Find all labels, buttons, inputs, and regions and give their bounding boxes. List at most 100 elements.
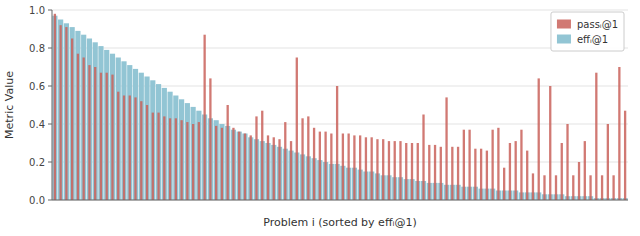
bar bbox=[612, 175, 614, 200]
bar bbox=[144, 77, 149, 201]
bar bbox=[104, 50, 109, 200]
bar bbox=[162, 88, 167, 200]
bar bbox=[219, 124, 224, 200]
tick-label: 0.6 bbox=[29, 81, 45, 92]
bar-series bbox=[52, 16, 627, 200]
bar bbox=[106, 73, 108, 200]
bar bbox=[186, 122, 188, 200]
bar bbox=[167, 92, 172, 200]
bar bbox=[543, 175, 545, 200]
bar bbox=[532, 173, 534, 200]
grid-line bbox=[52, 10, 628, 11]
bar bbox=[110, 54, 115, 200]
bar bbox=[324, 132, 326, 200]
bar bbox=[157, 113, 159, 200]
bar bbox=[595, 73, 597, 200]
bar bbox=[209, 78, 211, 200]
bar bbox=[215, 126, 217, 200]
bar bbox=[278, 139, 280, 200]
bar bbox=[480, 149, 482, 200]
bar bbox=[198, 122, 200, 200]
bar bbox=[192, 124, 194, 200]
tick-label: 1.0 bbox=[29, 5, 45, 16]
tick-label: 0.4 bbox=[29, 119, 45, 130]
bar bbox=[169, 118, 171, 200]
bar bbox=[371, 137, 373, 200]
bar bbox=[98, 46, 103, 200]
bar bbox=[474, 149, 476, 200]
bar bbox=[173, 96, 178, 201]
bar bbox=[422, 115, 424, 201]
bar bbox=[111, 75, 113, 200]
bar bbox=[191, 107, 196, 200]
bar bbox=[255, 116, 257, 200]
bar bbox=[365, 137, 367, 200]
bar bbox=[578, 162, 580, 200]
bar bbox=[134, 97, 136, 200]
legend-swatch bbox=[557, 35, 571, 44]
bar bbox=[411, 143, 413, 200]
grid-line bbox=[52, 48, 628, 49]
bar bbox=[214, 120, 219, 200]
bar bbox=[83, 58, 85, 201]
bar bbox=[382, 139, 384, 200]
bar bbox=[163, 116, 165, 200]
bar bbox=[244, 134, 246, 201]
bar bbox=[301, 118, 303, 200]
bar bbox=[123, 96, 125, 201]
bar bbox=[116, 58, 121, 201]
bar bbox=[607, 124, 609, 200]
bar bbox=[93, 42, 98, 200]
bar bbox=[58, 20, 63, 201]
bar bbox=[71, 39, 73, 201]
bar bbox=[347, 134, 349, 201]
bar bbox=[428, 145, 430, 200]
bar bbox=[121, 61, 126, 200]
bar bbox=[179, 99, 184, 200]
bar bbox=[388, 141, 390, 200]
bar bbox=[180, 120, 182, 200]
bar-series bbox=[54, 14, 627, 200]
bar bbox=[117, 92, 119, 200]
bar bbox=[127, 65, 132, 200]
chart: 0.00.20.40.60.81.0Problem i (sorted by e… bbox=[0, 0, 640, 236]
tick-mark bbox=[48, 162, 52, 163]
bar bbox=[445, 97, 447, 200]
bar bbox=[284, 122, 286, 200]
bar bbox=[503, 168, 505, 200]
grid-line bbox=[52, 200, 628, 201]
bar bbox=[538, 78, 540, 200]
bar bbox=[342, 134, 344, 201]
bar bbox=[273, 137, 275, 200]
tick-mark bbox=[48, 48, 52, 49]
bar bbox=[65, 27, 67, 200]
bar bbox=[237, 132, 242, 200]
bar bbox=[601, 175, 603, 200]
y-axis-ticks: 0.00.20.40.60.81.0 bbox=[29, 5, 52, 206]
tick-label: 0.0 bbox=[29, 195, 45, 206]
tick-label: 0.8 bbox=[29, 43, 45, 54]
legend: passᵢ@1effᵢ@1 bbox=[551, 12, 624, 51]
bar bbox=[129, 96, 131, 201]
bar bbox=[319, 132, 321, 200]
bar bbox=[561, 143, 563, 200]
bar bbox=[336, 86, 338, 200]
bar bbox=[353, 135, 355, 200]
bar bbox=[457, 147, 459, 200]
bar bbox=[486, 151, 488, 200]
tick-mark bbox=[48, 200, 52, 201]
bar bbox=[434, 145, 436, 200]
grid-line bbox=[52, 162, 628, 163]
bar bbox=[238, 132, 240, 200]
tick-mark bbox=[48, 10, 52, 11]
bar bbox=[87, 39, 92, 201]
bar bbox=[589, 175, 591, 200]
bar bbox=[555, 175, 557, 200]
bar bbox=[156, 84, 161, 200]
x-axis-label: Problem i (sorted by effᵢ@1) bbox=[263, 216, 416, 229]
bar bbox=[185, 103, 190, 200]
bar bbox=[394, 141, 396, 200]
bar bbox=[515, 141, 517, 200]
bar bbox=[440, 147, 442, 200]
bar bbox=[242, 134, 247, 201]
